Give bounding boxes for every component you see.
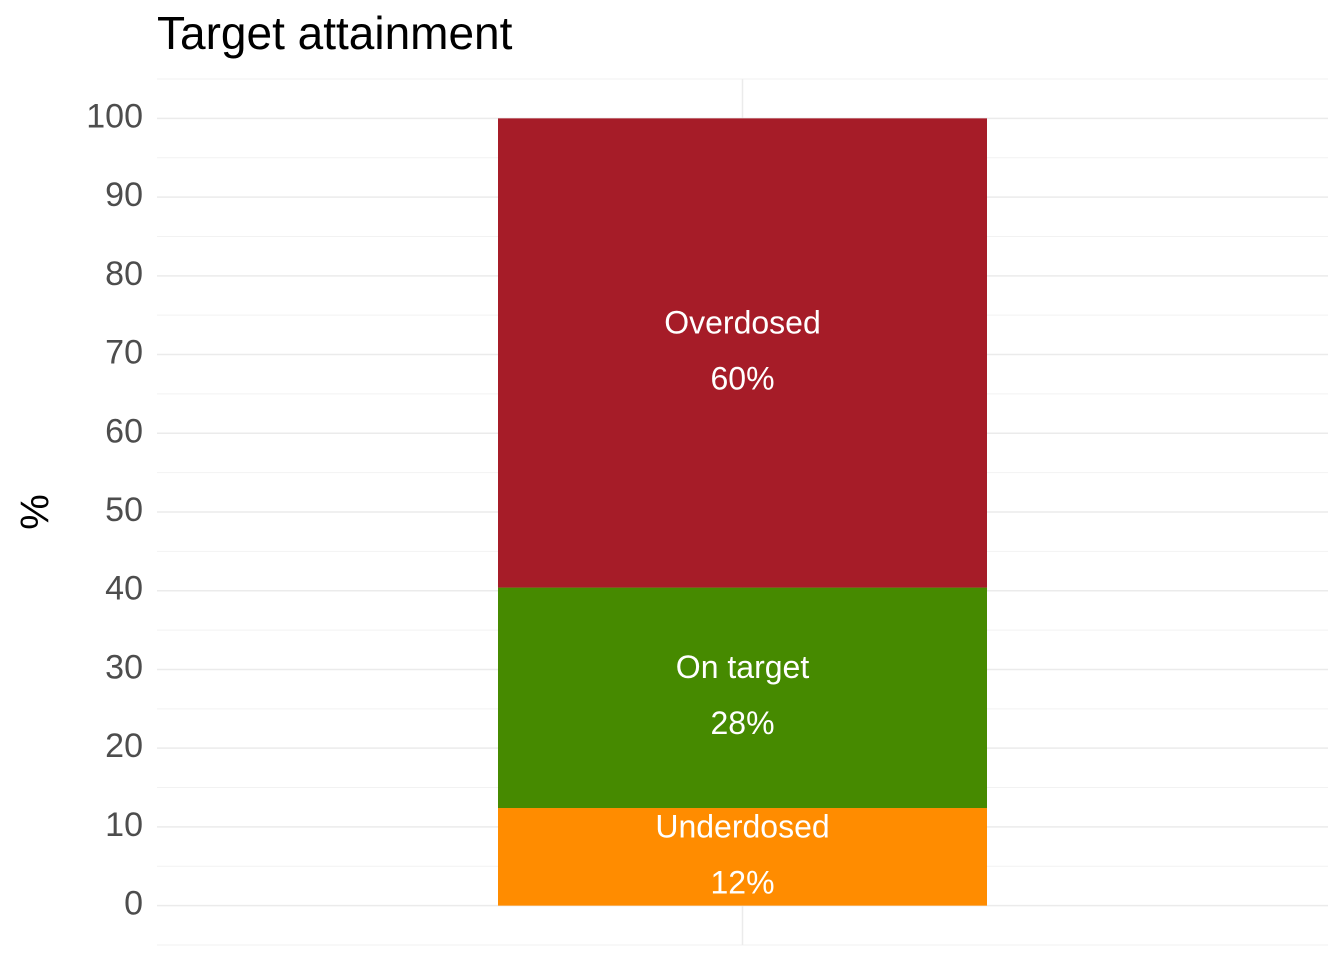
bar-segment bbox=[498, 587, 987, 809]
y-tick-label: 40 bbox=[105, 570, 143, 608]
y-axis-label: % bbox=[14, 494, 58, 530]
y-tick-label: 0 bbox=[124, 885, 143, 923]
y-tick-label: 70 bbox=[105, 334, 143, 372]
bar-segment bbox=[498, 118, 987, 588]
segment-name: On target bbox=[676, 649, 810, 685]
chart-title: Target attainment bbox=[157, 7, 513, 59]
y-tick-label: 100 bbox=[86, 97, 143, 135]
segment-name: Underdosed bbox=[655, 808, 829, 844]
y-tick-label: 90 bbox=[105, 176, 143, 214]
y-tick-label: 60 bbox=[105, 412, 143, 450]
segment-value-label: 60% bbox=[710, 360, 774, 396]
y-tick-label: 10 bbox=[105, 806, 143, 844]
bar-segment bbox=[498, 808, 987, 906]
segment-value-label: 12% bbox=[710, 864, 774, 900]
y-tick-label: 50 bbox=[105, 491, 143, 529]
segment-value-label: 28% bbox=[710, 705, 774, 741]
y-tick-label: 80 bbox=[105, 255, 143, 293]
segment-name: Overdosed bbox=[664, 304, 821, 340]
y-tick-label: 30 bbox=[105, 648, 143, 686]
y-tick-label: 20 bbox=[105, 727, 143, 765]
